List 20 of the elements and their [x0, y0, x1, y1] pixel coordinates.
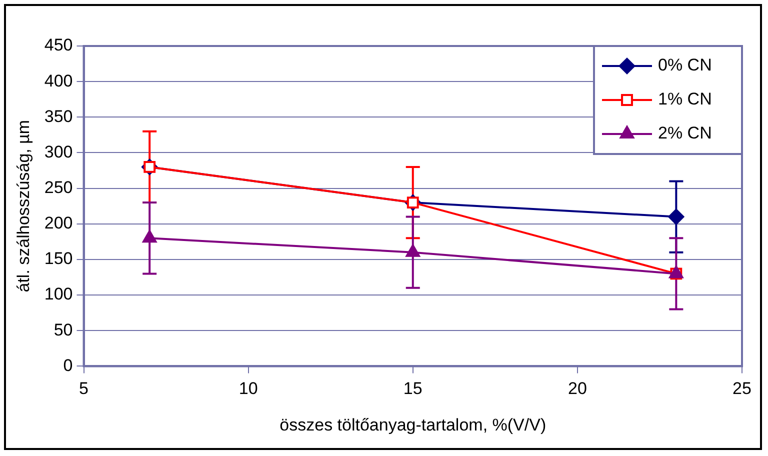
y-tick-label: 100	[44, 284, 73, 304]
x-tick-label: 10	[238, 379, 258, 398]
y-tick-label: 50	[54, 320, 73, 340]
y-tick-label: 200	[44, 214, 73, 233]
x-tick-label: 25	[732, 379, 752, 398]
y-tick-label: 450	[44, 36, 73, 55]
legend-label: 1% CN	[658, 90, 712, 109]
x-tick-label: 5	[79, 379, 88, 398]
x-axis-title: összes töltőanyag-tartalom, %(V/V)	[280, 415, 546, 434]
y-axis-title: átl. szálhosszúság, µm	[14, 120, 33, 292]
y-tick-label: 400	[44, 71, 73, 90]
y-tick-label: 0	[63, 356, 73, 375]
x-tick-label: 20	[568, 379, 587, 398]
legend-label: 0% CN	[658, 56, 712, 75]
y-tick-label: 350	[44, 106, 73, 126]
y-tick-label: 150	[44, 249, 73, 268]
y-tick-label: 250	[44, 178, 73, 197]
legend-label: 2% CN	[658, 124, 712, 143]
y-tick-label: 300	[44, 142, 73, 162]
x-tick-label: 15	[403, 379, 422, 398]
